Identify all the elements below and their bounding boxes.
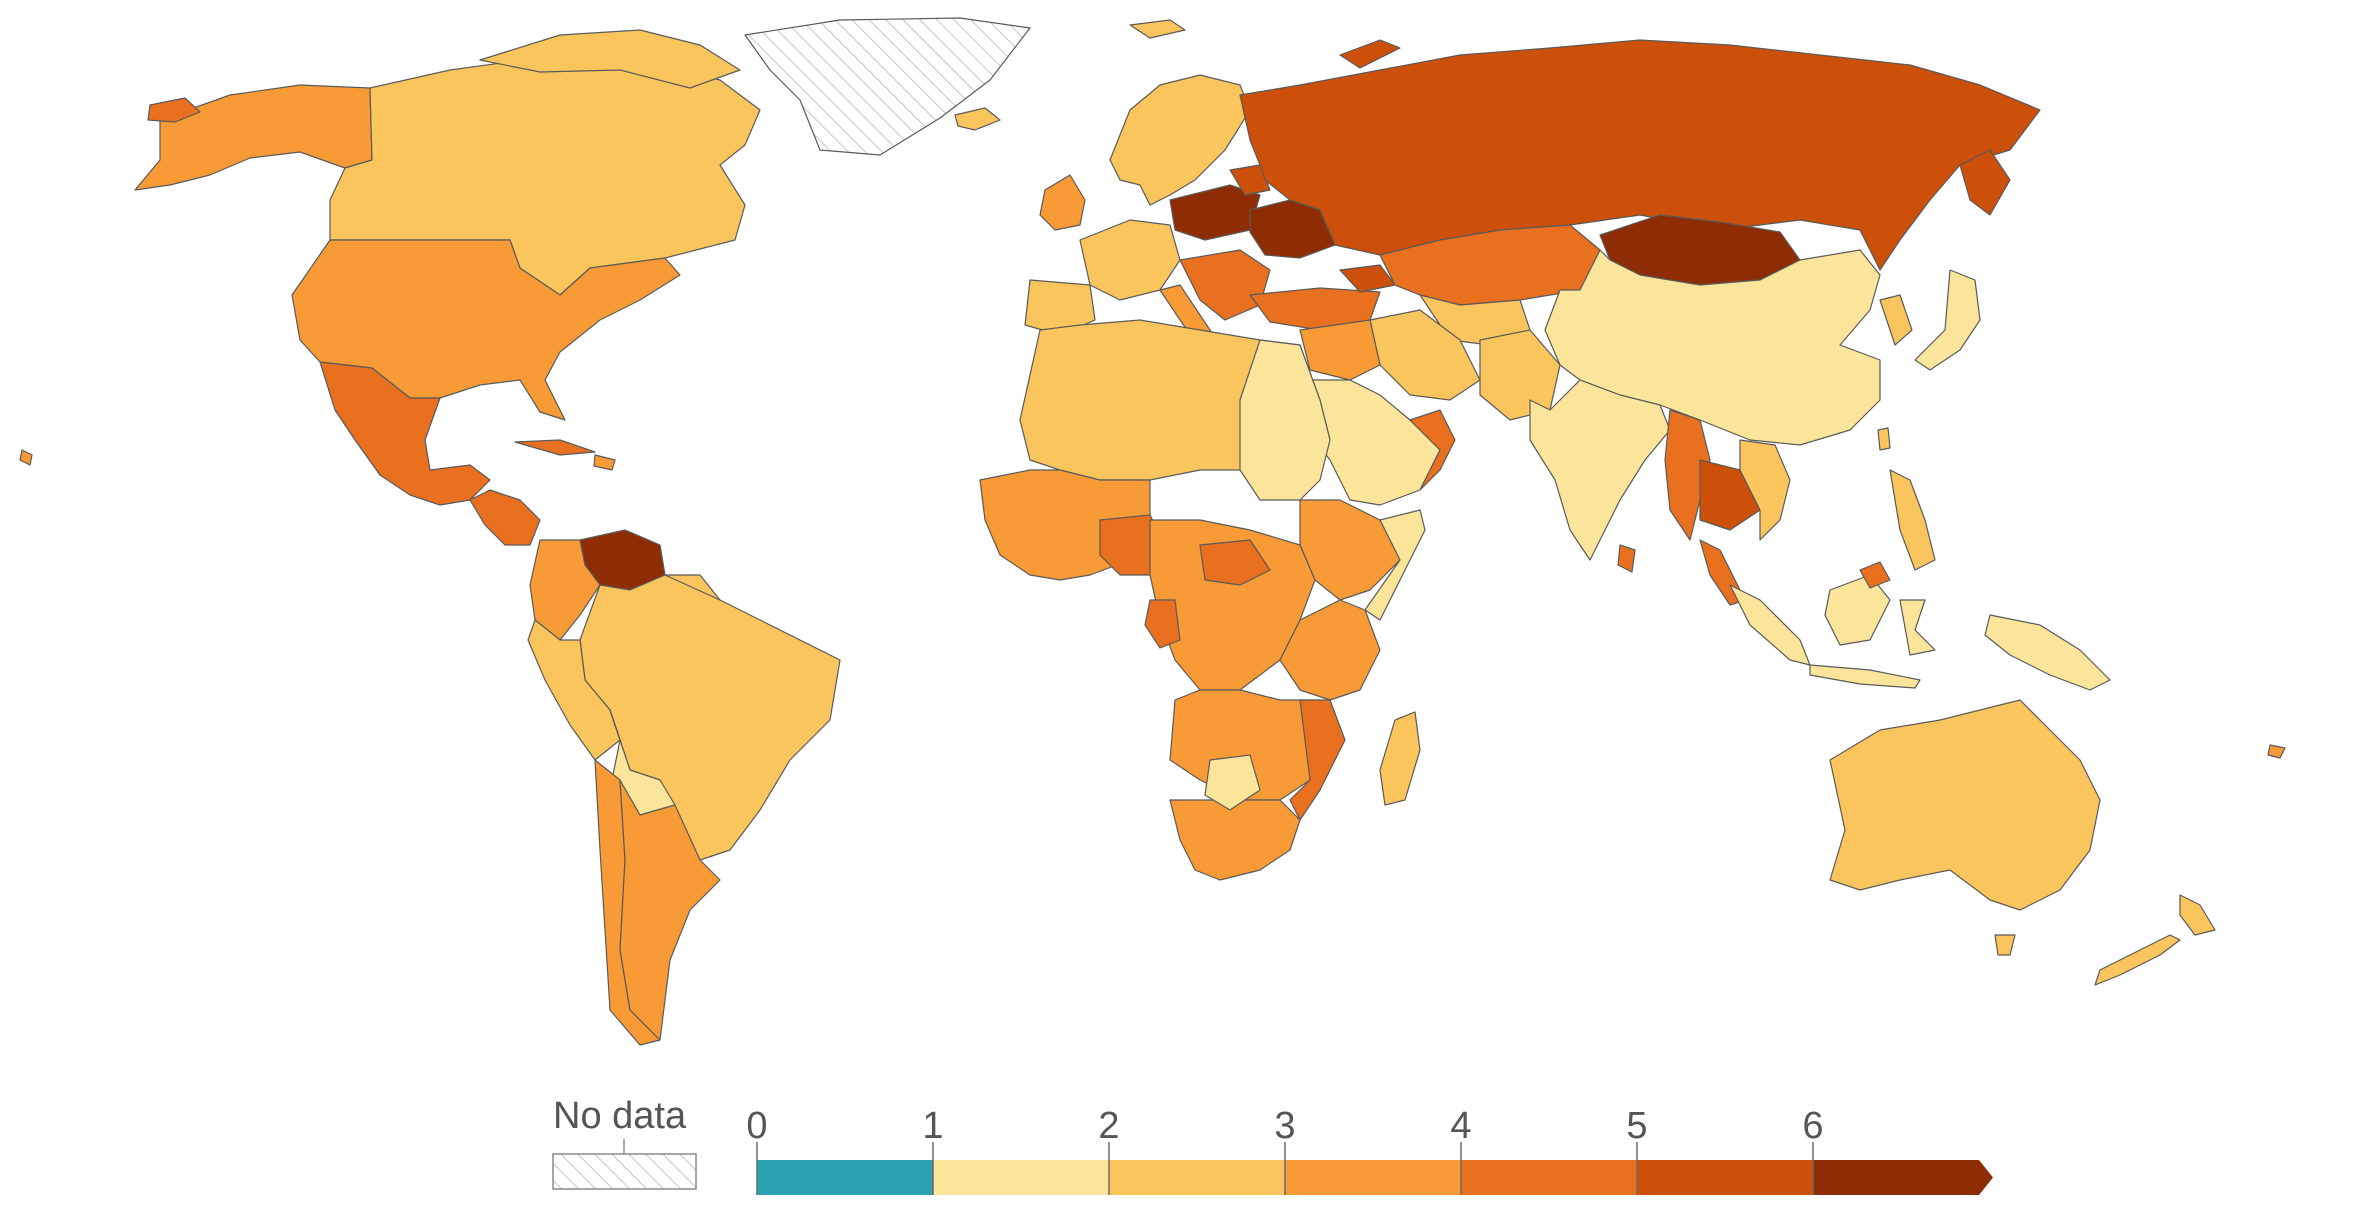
- legend-bin-2: [1109, 1160, 1285, 1195]
- region-canadian-arctic-islands[interactable]: [479, 29, 741, 89]
- region-somalia[interactable]: [1364, 509, 1426, 621]
- legend-no-data-swatch: [552, 1153, 697, 1190]
- country-shapes: [19, 17, 2286, 1046]
- region-japan[interactable]: [1914, 269, 1981, 371]
- region-madagascar[interactable]: [1379, 711, 1421, 806]
- region-borneo[interactable]: [1824, 574, 1891, 646]
- legend-tick-label-5: 5: [1626, 1105, 1647, 1147]
- color-legend: No data 0 1 2 3 4 5 6: [552, 1095, 1993, 1195]
- legend-bin-5: [1637, 1160, 1813, 1195]
- region-oman[interactable]: [1409, 409, 1456, 491]
- legend-tick-label-6: 6: [1802, 1105, 1823, 1147]
- region-korea[interactable]: [1879, 294, 1913, 346]
- region-south-africa[interactable]: [1169, 799, 1301, 881]
- legend-no-data-label: No data: [553, 1095, 687, 1137]
- region-egypt-sudan[interactable]: [1239, 339, 1331, 501]
- region-vietnam-laos[interactable]: [1739, 439, 1791, 541]
- legend-tick-label-4: 4: [1450, 1105, 1471, 1147]
- region-mozambique[interactable]: [1289, 699, 1346, 821]
- region-svalbard[interactable]: [1129, 19, 1186, 39]
- region-iraq-syria[interactable]: [1299, 319, 1381, 381]
- region-novaya-zemlya[interactable]: [1339, 39, 1401, 69]
- region-sri-lanka[interactable]: [1617, 544, 1636, 573]
- region-india[interactable]: [1529, 379, 1671, 561]
- region-pacific-islands[interactable]: [2267, 744, 2286, 759]
- region-iceland[interactable]: [954, 107, 1001, 131]
- legend-bin-1: [933, 1160, 1109, 1195]
- region-gabon-congo[interactable]: [1144, 599, 1181, 649]
- region-sabah[interactable]: [1859, 561, 1891, 589]
- region-hawaii[interactable]: [19, 449, 33, 466]
- region-taiwan[interactable]: [1877, 427, 1891, 451]
- region-philippines[interactable]: [1889, 469, 1936, 571]
- region-new-zealand-south[interactable]: [2094, 934, 2181, 986]
- region-iran[interactable]: [1369, 309, 1481, 401]
- legend-tick-label-1: 1: [922, 1105, 943, 1147]
- region-new-zealand-north[interactable]: [2179, 894, 2216, 936]
- region-kamchatka[interactable]: [1959, 149, 2011, 216]
- legend-bin-3: [1285, 1160, 1461, 1195]
- region-new-guinea[interactable]: [1984, 614, 2111, 691]
- region-sulawesi[interactable]: [1899, 599, 1936, 656]
- legend-tick-label-2: 2: [1098, 1105, 1119, 1147]
- legend-bin-4: [1461, 1160, 1637, 1195]
- region-afghanistan-pakistan[interactable]: [1479, 329, 1561, 421]
- legend-tick-label-3: 3: [1274, 1105, 1295, 1147]
- region-sumatra[interactable]: [1729, 584, 1811, 666]
- legend-color-bins: [757, 1160, 1993, 1195]
- legend-tick-label-0: 0: [746, 1105, 767, 1147]
- legend-bin-6: [1813, 1160, 1993, 1195]
- region-colombia[interactable]: [529, 539, 601, 641]
- region-caribbean-islands[interactable]: [593, 454, 616, 471]
- region-argentina[interactable]: [619, 779, 721, 1041]
- region-east-africa[interactable]: [1279, 599, 1381, 701]
- region-russia[interactable]: [1239, 39, 2041, 271]
- region-myanmar[interactable]: [1664, 409, 1711, 541]
- region-thailand-cambodia[interactable]: [1699, 459, 1761, 531]
- legend-bin-0: [757, 1160, 933, 1195]
- region-scandinavia[interactable]: [1109, 74, 1251, 206]
- region-aleutian-east-siberia[interactable]: [147, 97, 201, 123]
- region-western-europe[interactable]: [1079, 219, 1181, 301]
- region-mexico[interactable]: [319, 361, 491, 506]
- region-car[interactable]: [1199, 539, 1271, 586]
- region-cuba[interactable]: [514, 439, 596, 456]
- legend-tick-group: 0 1 2 3 4 5 6: [746, 1105, 1824, 1195]
- region-baltics[interactable]: [1229, 164, 1271, 196]
- region-uk-ireland[interactable]: [1039, 174, 1086, 231]
- region-java[interactable]: [1809, 664, 1921, 689]
- region-tasmania[interactable]: [1994, 934, 2016, 956]
- region-central-america[interactable]: [469, 489, 541, 546]
- region-australia[interactable]: [1829, 699, 2101, 911]
- region-botswana[interactable]: [1204, 754, 1261, 811]
- region-greenland[interactable]: [744, 17, 1031, 156]
